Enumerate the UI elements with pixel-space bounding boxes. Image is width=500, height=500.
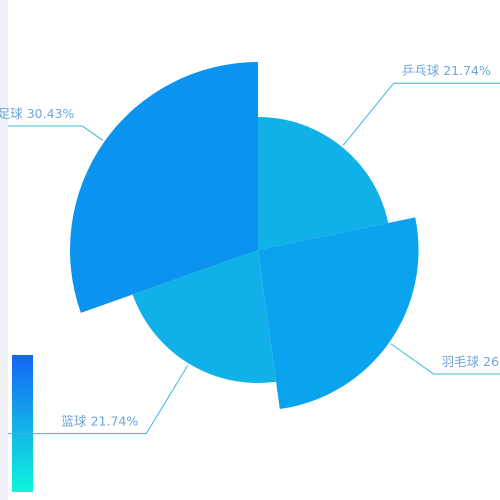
- label-percent: 26.09%: [483, 354, 500, 369]
- label-name: 篮球: [62, 414, 88, 429]
- label-name: 足球: [0, 106, 23, 121]
- side-strip: [0, 0, 8, 500]
- label-percent: 21.74%: [91, 414, 139, 429]
- label-line: [8, 125, 104, 141]
- rose-slice: [258, 217, 419, 410]
- label-name: 乒乓球: [402, 63, 440, 78]
- visual-map: [12, 355, 33, 492]
- label-line: [342, 82, 500, 146]
- rose-slice: [132, 250, 277, 384]
- rose-slice: [258, 117, 389, 250]
- label-percent: 21.74%: [443, 63, 491, 78]
- label-percent: 30.43%: [27, 106, 75, 121]
- label-line: [390, 343, 500, 375]
- rose-slice: [69, 62, 258, 313]
- slice-label: 乒乓球 21.74%: [402, 63, 491, 78]
- label-name: 羽毛球: [442, 354, 480, 369]
- label-line: [8, 365, 189, 435]
- slice-label: 足球 30.43%: [0, 106, 74, 121]
- slice-label: 篮球 21.74%: [62, 414, 139, 429]
